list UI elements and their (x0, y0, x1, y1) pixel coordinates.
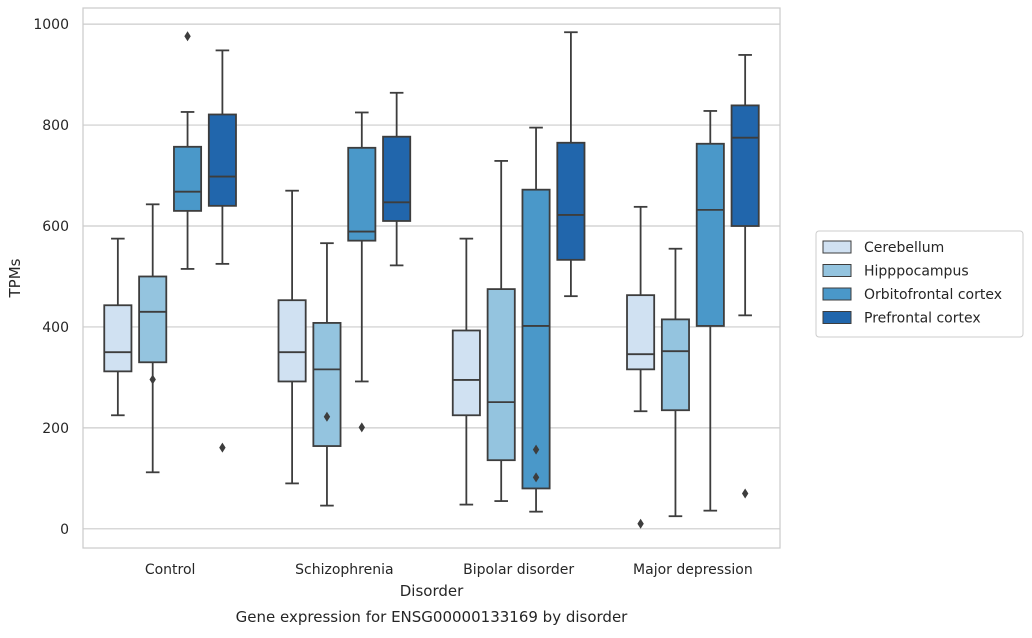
outlier-point (219, 442, 226, 453)
box-hipppocampus (312, 242, 342, 507)
y-tick-label: 0 (60, 522, 69, 538)
box-prefrontal-cortex (730, 54, 760, 499)
x-tick-label: Schizophrenia (295, 562, 393, 578)
y-tick-label: 800 (42, 118, 69, 134)
legend-label: Hipppocampus (864, 264, 969, 280)
x-tick-label: Major depression (633, 562, 753, 578)
outlier-point (532, 472, 540, 483)
y-axis-label: TPMs (6, 258, 24, 298)
plot-frame (82, 7, 781, 549)
iqr-box (486, 288, 516, 462)
legend-label: Orbitofrontal cortex (864, 287, 1002, 303)
iqr-box (695, 142, 725, 327)
outlier-point (149, 374, 156, 385)
legend-item: Orbitofrontal cortex (822, 287, 1002, 303)
box-orbitofrontal-cortex (347, 111, 377, 433)
outlier-point (532, 444, 540, 455)
y-tick-label: 1000 (33, 17, 69, 33)
iqr-box (173, 145, 203, 212)
box-prefrontal-cortex (207, 49, 237, 453)
axes: 0 200 400 600 800 1000 Control Schizophrenia Bip… (33, 17, 752, 578)
box-orbitofrontal-cortex (173, 31, 203, 270)
iqr-box (626, 294, 656, 371)
legend-swatch (822, 287, 852, 301)
y-tick-label: 600 (42, 219, 69, 235)
box-cerebellum (626, 205, 656, 529)
legend-item: Cerebellum (822, 240, 944, 256)
legend: Cerebellum Hipppocampus Orbitofrontal cort… (815, 230, 1024, 338)
legend-item: Prefrontal cortex (822, 311, 981, 327)
x-tick-label: Bipolar disorder (463, 562, 574, 578)
outlier-point (741, 488, 749, 499)
iqr-box (521, 188, 551, 490)
x-tick-label: Control (145, 562, 196, 578)
legend-swatch (822, 311, 852, 324)
legend-swatch (822, 264, 852, 277)
boxes (103, 31, 760, 529)
iqr-box (103, 304, 133, 373)
x-axis-label: Disorder (400, 582, 464, 600)
legend-label: Prefrontal cortex (864, 311, 981, 327)
iqr-box (277, 299, 307, 383)
legend-frame (815, 230, 1024, 338)
iqr-box (312, 322, 342, 447)
box-hipppocampus (138, 203, 168, 474)
box-orbitofrontal-cortex (695, 110, 725, 512)
outlier-point (637, 518, 644, 529)
box-prefrontal-cortex (382, 91, 412, 267)
grid-lines (83, 23, 780, 530)
iqr-box (138, 275, 168, 364)
box-prefrontal-cortex (556, 31, 586, 298)
outlier-point (184, 31, 191, 42)
legend-label: Cerebellum (864, 240, 944, 256)
y-tick-label: 200 (42, 421, 69, 437)
iqr-box (451, 329, 481, 417)
iqr-box (347, 146, 377, 242)
iqr-box (730, 104, 760, 227)
legend-swatch (822, 240, 852, 254)
box-hipppocampus (660, 247, 690, 518)
iqr-box (382, 135, 412, 222)
box-orbitofrontal-cortex (521, 126, 551, 513)
box-cerebellum (451, 237, 481, 506)
iqr-box (556, 141, 586, 261)
box-cerebellum (103, 237, 133, 417)
y-tick-label: 400 (42, 320, 69, 336)
outlier-point (358, 422, 365, 433)
box-cerebellum (277, 189, 307, 485)
outlier-point (323, 411, 331, 422)
iqr-box (207, 113, 237, 207)
legend-item: Hipppocampus (822, 264, 969, 280)
chart-caption: Gene expression for ENSG00000133169 by d… (236, 608, 629, 626)
iqr-box (660, 318, 690, 412)
box-hipppocampus (486, 160, 516, 502)
